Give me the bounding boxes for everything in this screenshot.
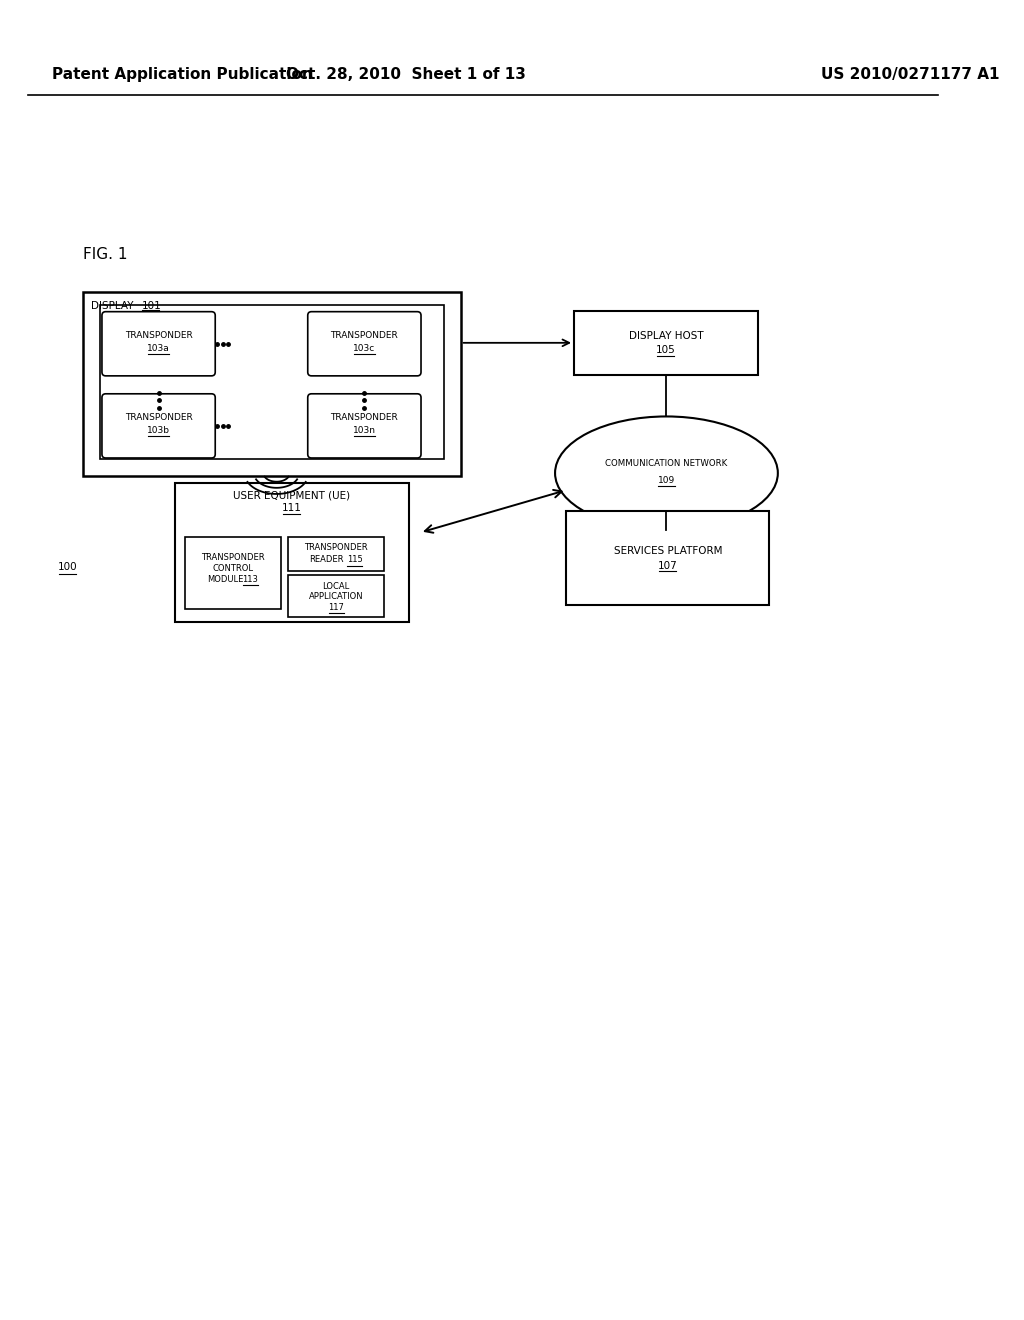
- Text: 115: 115: [347, 556, 362, 565]
- Text: Oct. 28, 2010  Sheet 1 of 13: Oct. 28, 2010 Sheet 1 of 13: [286, 67, 526, 82]
- Text: MODULE: MODULE: [208, 576, 244, 585]
- Text: TRANSPONDER: TRANSPONDER: [125, 413, 193, 422]
- Text: 107: 107: [658, 561, 678, 570]
- Text: 103a: 103a: [147, 345, 170, 352]
- Text: TRANSPONDER: TRANSPONDER: [202, 553, 265, 561]
- Ellipse shape: [555, 416, 778, 529]
- FancyBboxPatch shape: [83, 292, 461, 477]
- Text: 103c: 103c: [353, 345, 376, 352]
- FancyBboxPatch shape: [100, 305, 443, 459]
- Text: US 2010/0271177 A1: US 2010/0271177 A1: [821, 67, 999, 82]
- Text: DISPLAY: DISPLAY: [90, 301, 136, 312]
- Text: 109: 109: [657, 477, 675, 486]
- Text: Patent Application Publication: Patent Application Publication: [52, 67, 312, 82]
- Text: READER: READER: [309, 556, 344, 565]
- Text: TRANSPONDER: TRANSPONDER: [331, 331, 398, 339]
- Text: LOCAL: LOCAL: [323, 582, 349, 591]
- Text: 117: 117: [328, 603, 344, 611]
- Text: TRANSPONDER: TRANSPONDER: [304, 543, 368, 552]
- Text: 103b: 103b: [147, 426, 170, 436]
- Text: 111: 111: [282, 503, 302, 513]
- FancyBboxPatch shape: [102, 312, 215, 376]
- FancyBboxPatch shape: [573, 310, 758, 375]
- Text: CONTROL: CONTROL: [213, 564, 254, 573]
- Text: 103n: 103n: [353, 426, 376, 436]
- Text: FIG. 1: FIG. 1: [83, 247, 128, 261]
- FancyBboxPatch shape: [185, 537, 282, 609]
- FancyBboxPatch shape: [566, 511, 769, 606]
- Text: USER EQUIPMENT (UE): USER EQUIPMENT (UE): [233, 491, 350, 500]
- FancyBboxPatch shape: [288, 537, 384, 572]
- Text: 100: 100: [58, 562, 78, 573]
- FancyBboxPatch shape: [288, 576, 384, 616]
- Text: COMMUNICATION NETWORK: COMMUNICATION NETWORK: [605, 459, 728, 469]
- Text: SERVICES PLATFORM: SERVICES PLATFORM: [613, 546, 722, 557]
- Text: DISPLAY HOST: DISPLAY HOST: [629, 331, 703, 341]
- Text: TRANSPONDER: TRANSPONDER: [125, 331, 193, 339]
- FancyBboxPatch shape: [175, 483, 409, 622]
- Text: 113: 113: [243, 576, 258, 585]
- Text: TRANSPONDER: TRANSPONDER: [331, 413, 398, 422]
- FancyBboxPatch shape: [308, 312, 421, 376]
- FancyBboxPatch shape: [102, 393, 215, 458]
- Text: APPLICATION: APPLICATION: [309, 593, 364, 601]
- Text: 101: 101: [141, 301, 162, 312]
- FancyBboxPatch shape: [308, 393, 421, 458]
- Text: 105: 105: [656, 346, 676, 355]
